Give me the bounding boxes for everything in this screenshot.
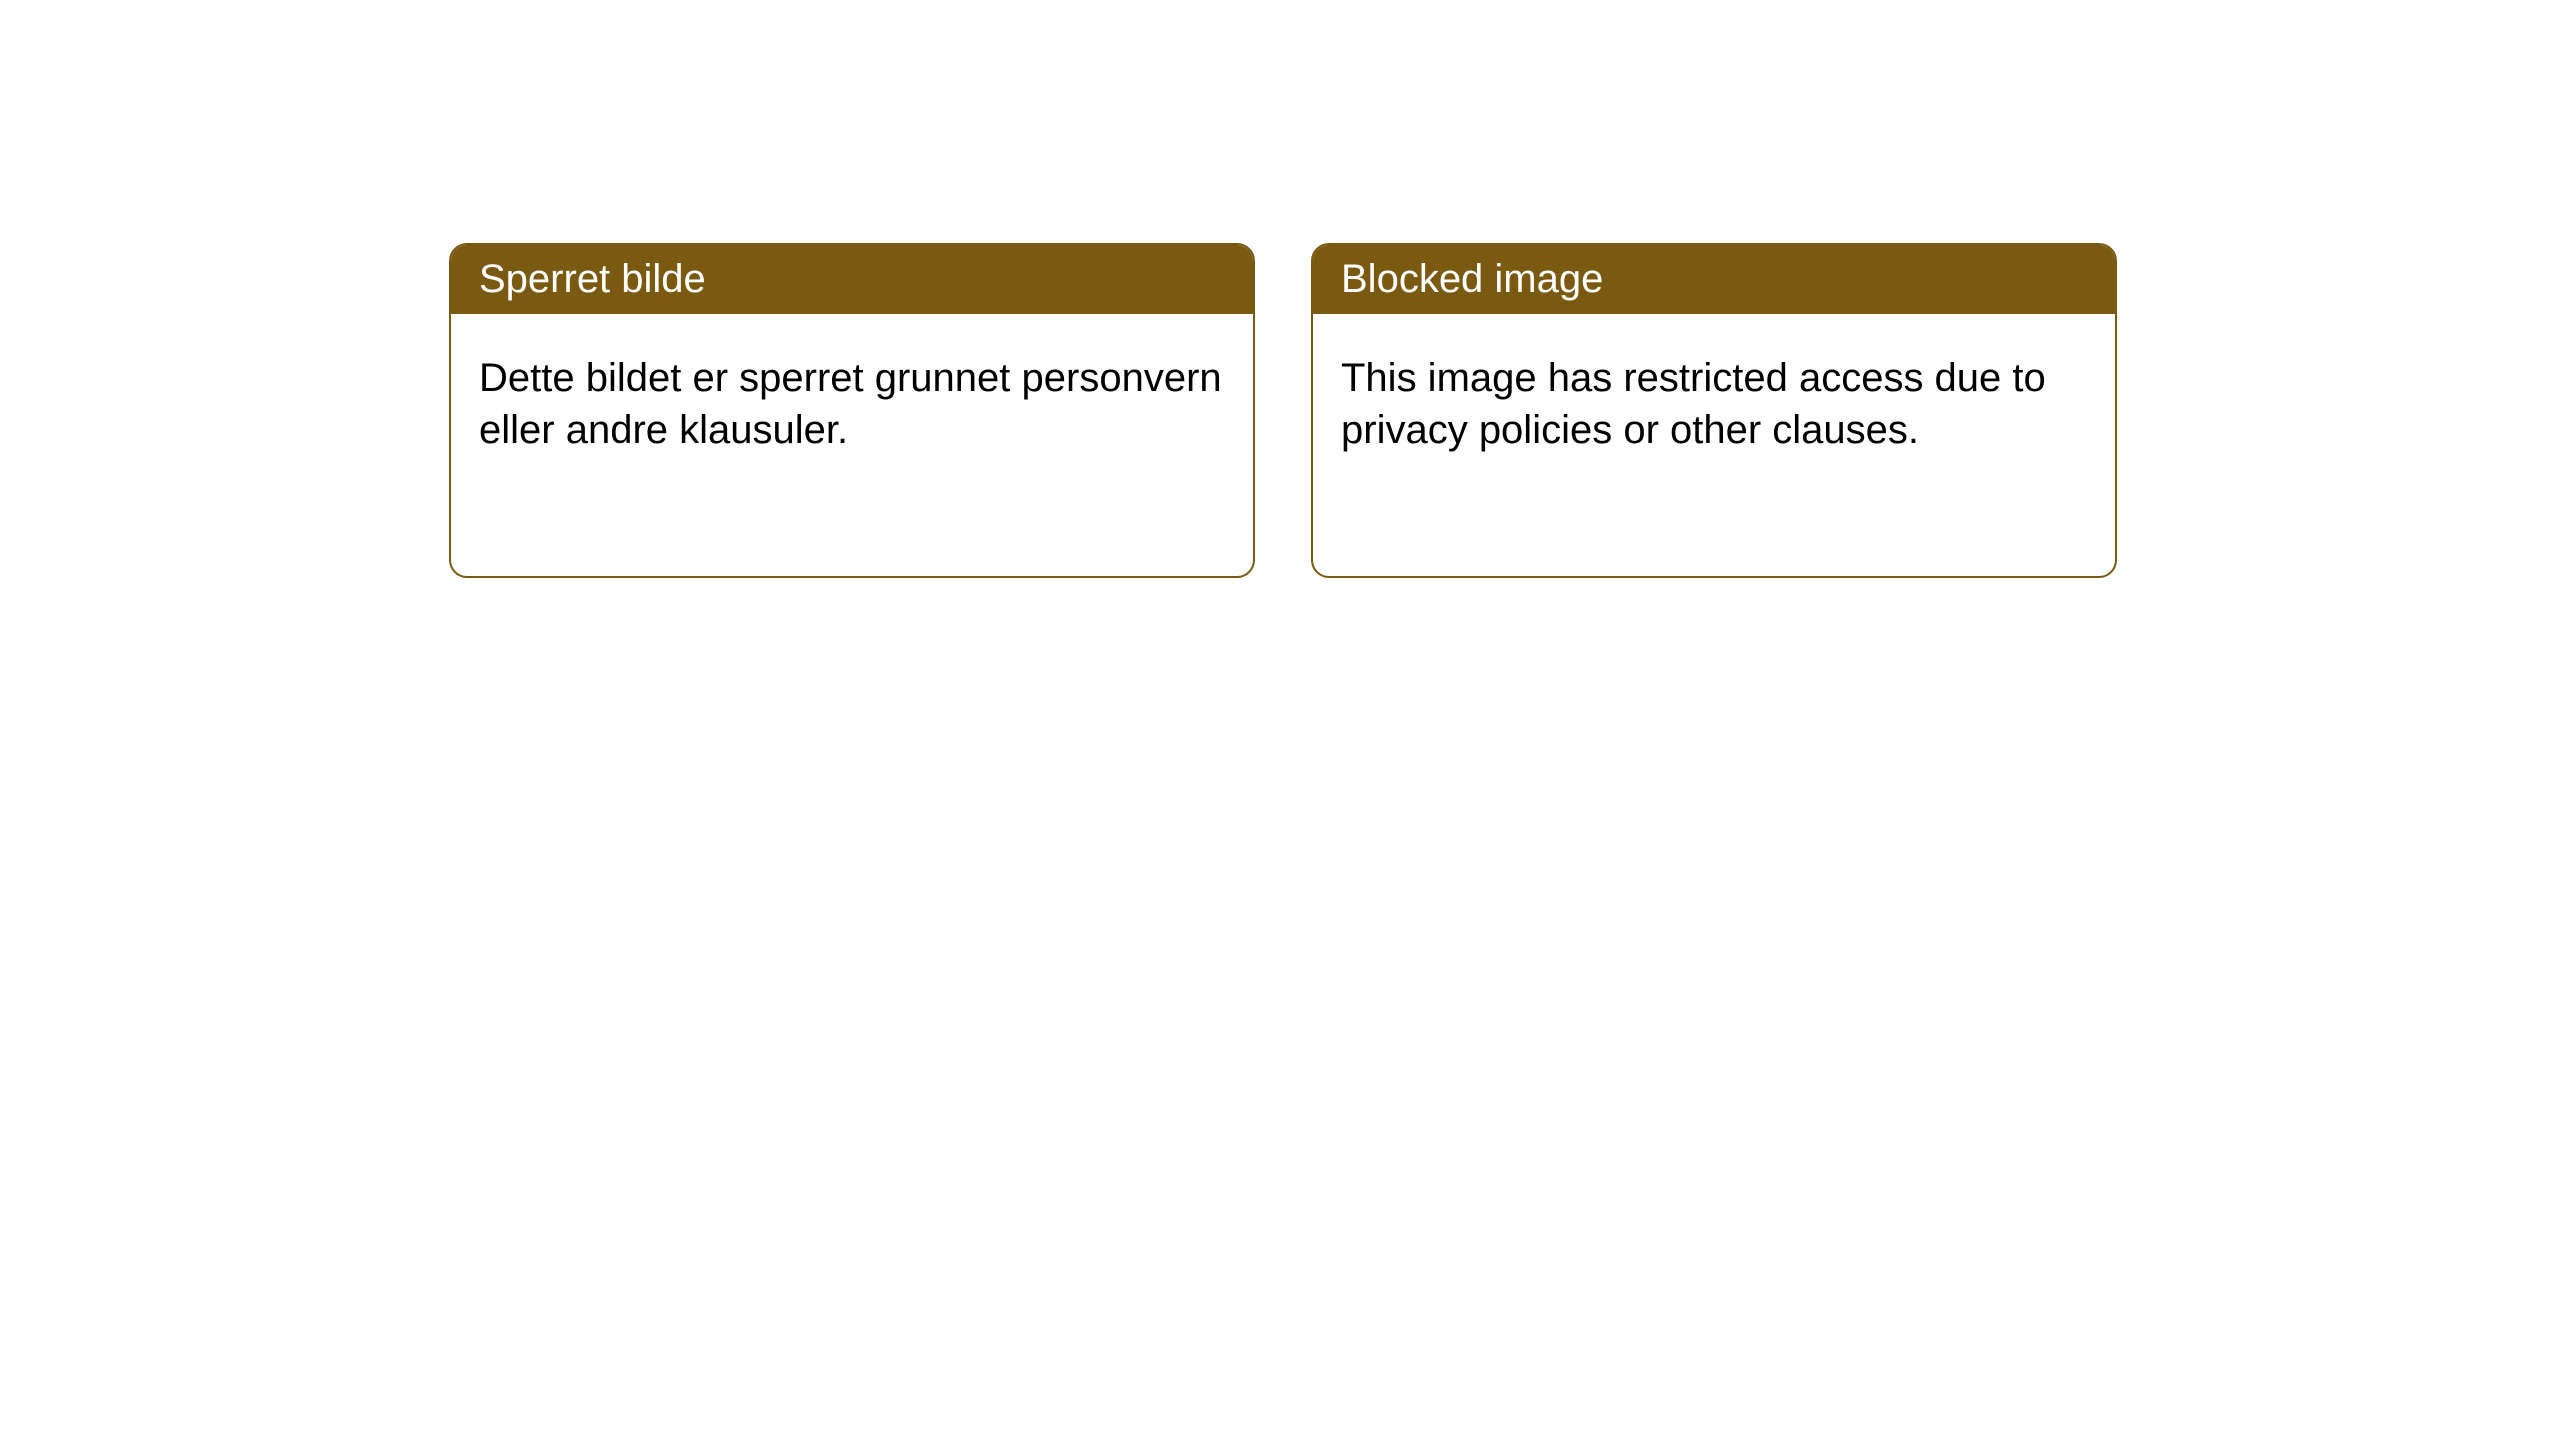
notice-card-norwegian: Sperret bilde Dette bildet er sperret gr… (449, 243, 1255, 578)
notice-card-message: This image has restricted access due to … (1341, 356, 2046, 452)
notice-container: Sperret bilde Dette bildet er sperret gr… (0, 0, 2560, 578)
notice-card-message: Dette bildet er sperret grunnet personve… (479, 356, 1222, 452)
notice-card-english: Blocked image This image has restricted … (1311, 243, 2117, 578)
notice-card-title: Blocked image (1341, 257, 1603, 301)
notice-card-header: Blocked image (1313, 245, 2115, 314)
notice-card-body: Dette bildet er sperret grunnet personve… (451, 314, 1253, 494)
notice-card-body: This image has restricted access due to … (1313, 314, 2115, 494)
notice-card-title: Sperret bilde (479, 257, 706, 301)
notice-card-header: Sperret bilde (451, 245, 1253, 314)
